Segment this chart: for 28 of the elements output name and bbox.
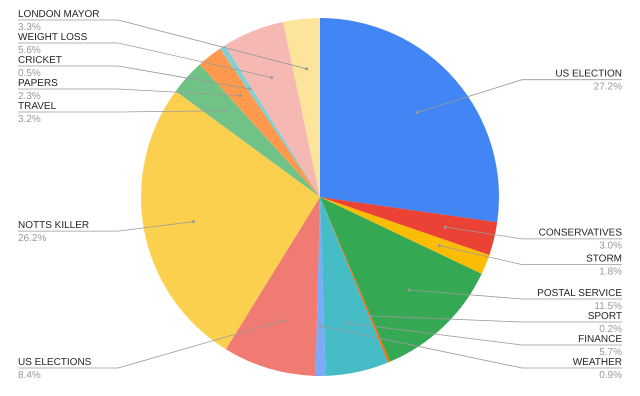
slice-label: US ELECTIONS (18, 356, 92, 368)
slice-label: FINANCE (578, 334, 622, 345)
data-label: 0.5% (18, 68, 41, 79)
data-label: 8.4% (18, 370, 41, 381)
slice-label: PAPERS (18, 78, 58, 89)
slice-label: WEIGHT LOSS (18, 32, 88, 43)
data-label: 11.5% (594, 300, 622, 312)
slice-label: STORM (586, 253, 622, 264)
data-label: 27.2% (594, 81, 622, 92)
data-label: 3.2% (18, 114, 41, 125)
slice-label: CONSERVATIVES (538, 228, 622, 239)
slice-label: US ELECTION (555, 68, 622, 80)
data-label: 5.6% (18, 44, 41, 56)
data-label: 3.0% (599, 240, 622, 252)
slice-label: NOTTS KILLER (18, 220, 90, 231)
slice-label: TRAVEL (18, 100, 57, 112)
data-label: 26.2% (18, 232, 46, 244)
slice-label: WEATHER (572, 356, 622, 368)
slice-label: POSTAL SERVICE (537, 288, 622, 299)
data-label: 1.8% (599, 266, 622, 278)
data-label: 2.3% (18, 90, 41, 102)
data-label: 5.7% (599, 346, 622, 358)
slice-label: CRICKET (18, 54, 62, 66)
data-label: 0.2% (599, 324, 622, 335)
data-label: 3.3% (18, 22, 41, 33)
slice-label: SPORT (588, 310, 622, 322)
slice-label: LONDON MAYOR (18, 8, 100, 20)
data-label: 0.9% (599, 370, 622, 381)
